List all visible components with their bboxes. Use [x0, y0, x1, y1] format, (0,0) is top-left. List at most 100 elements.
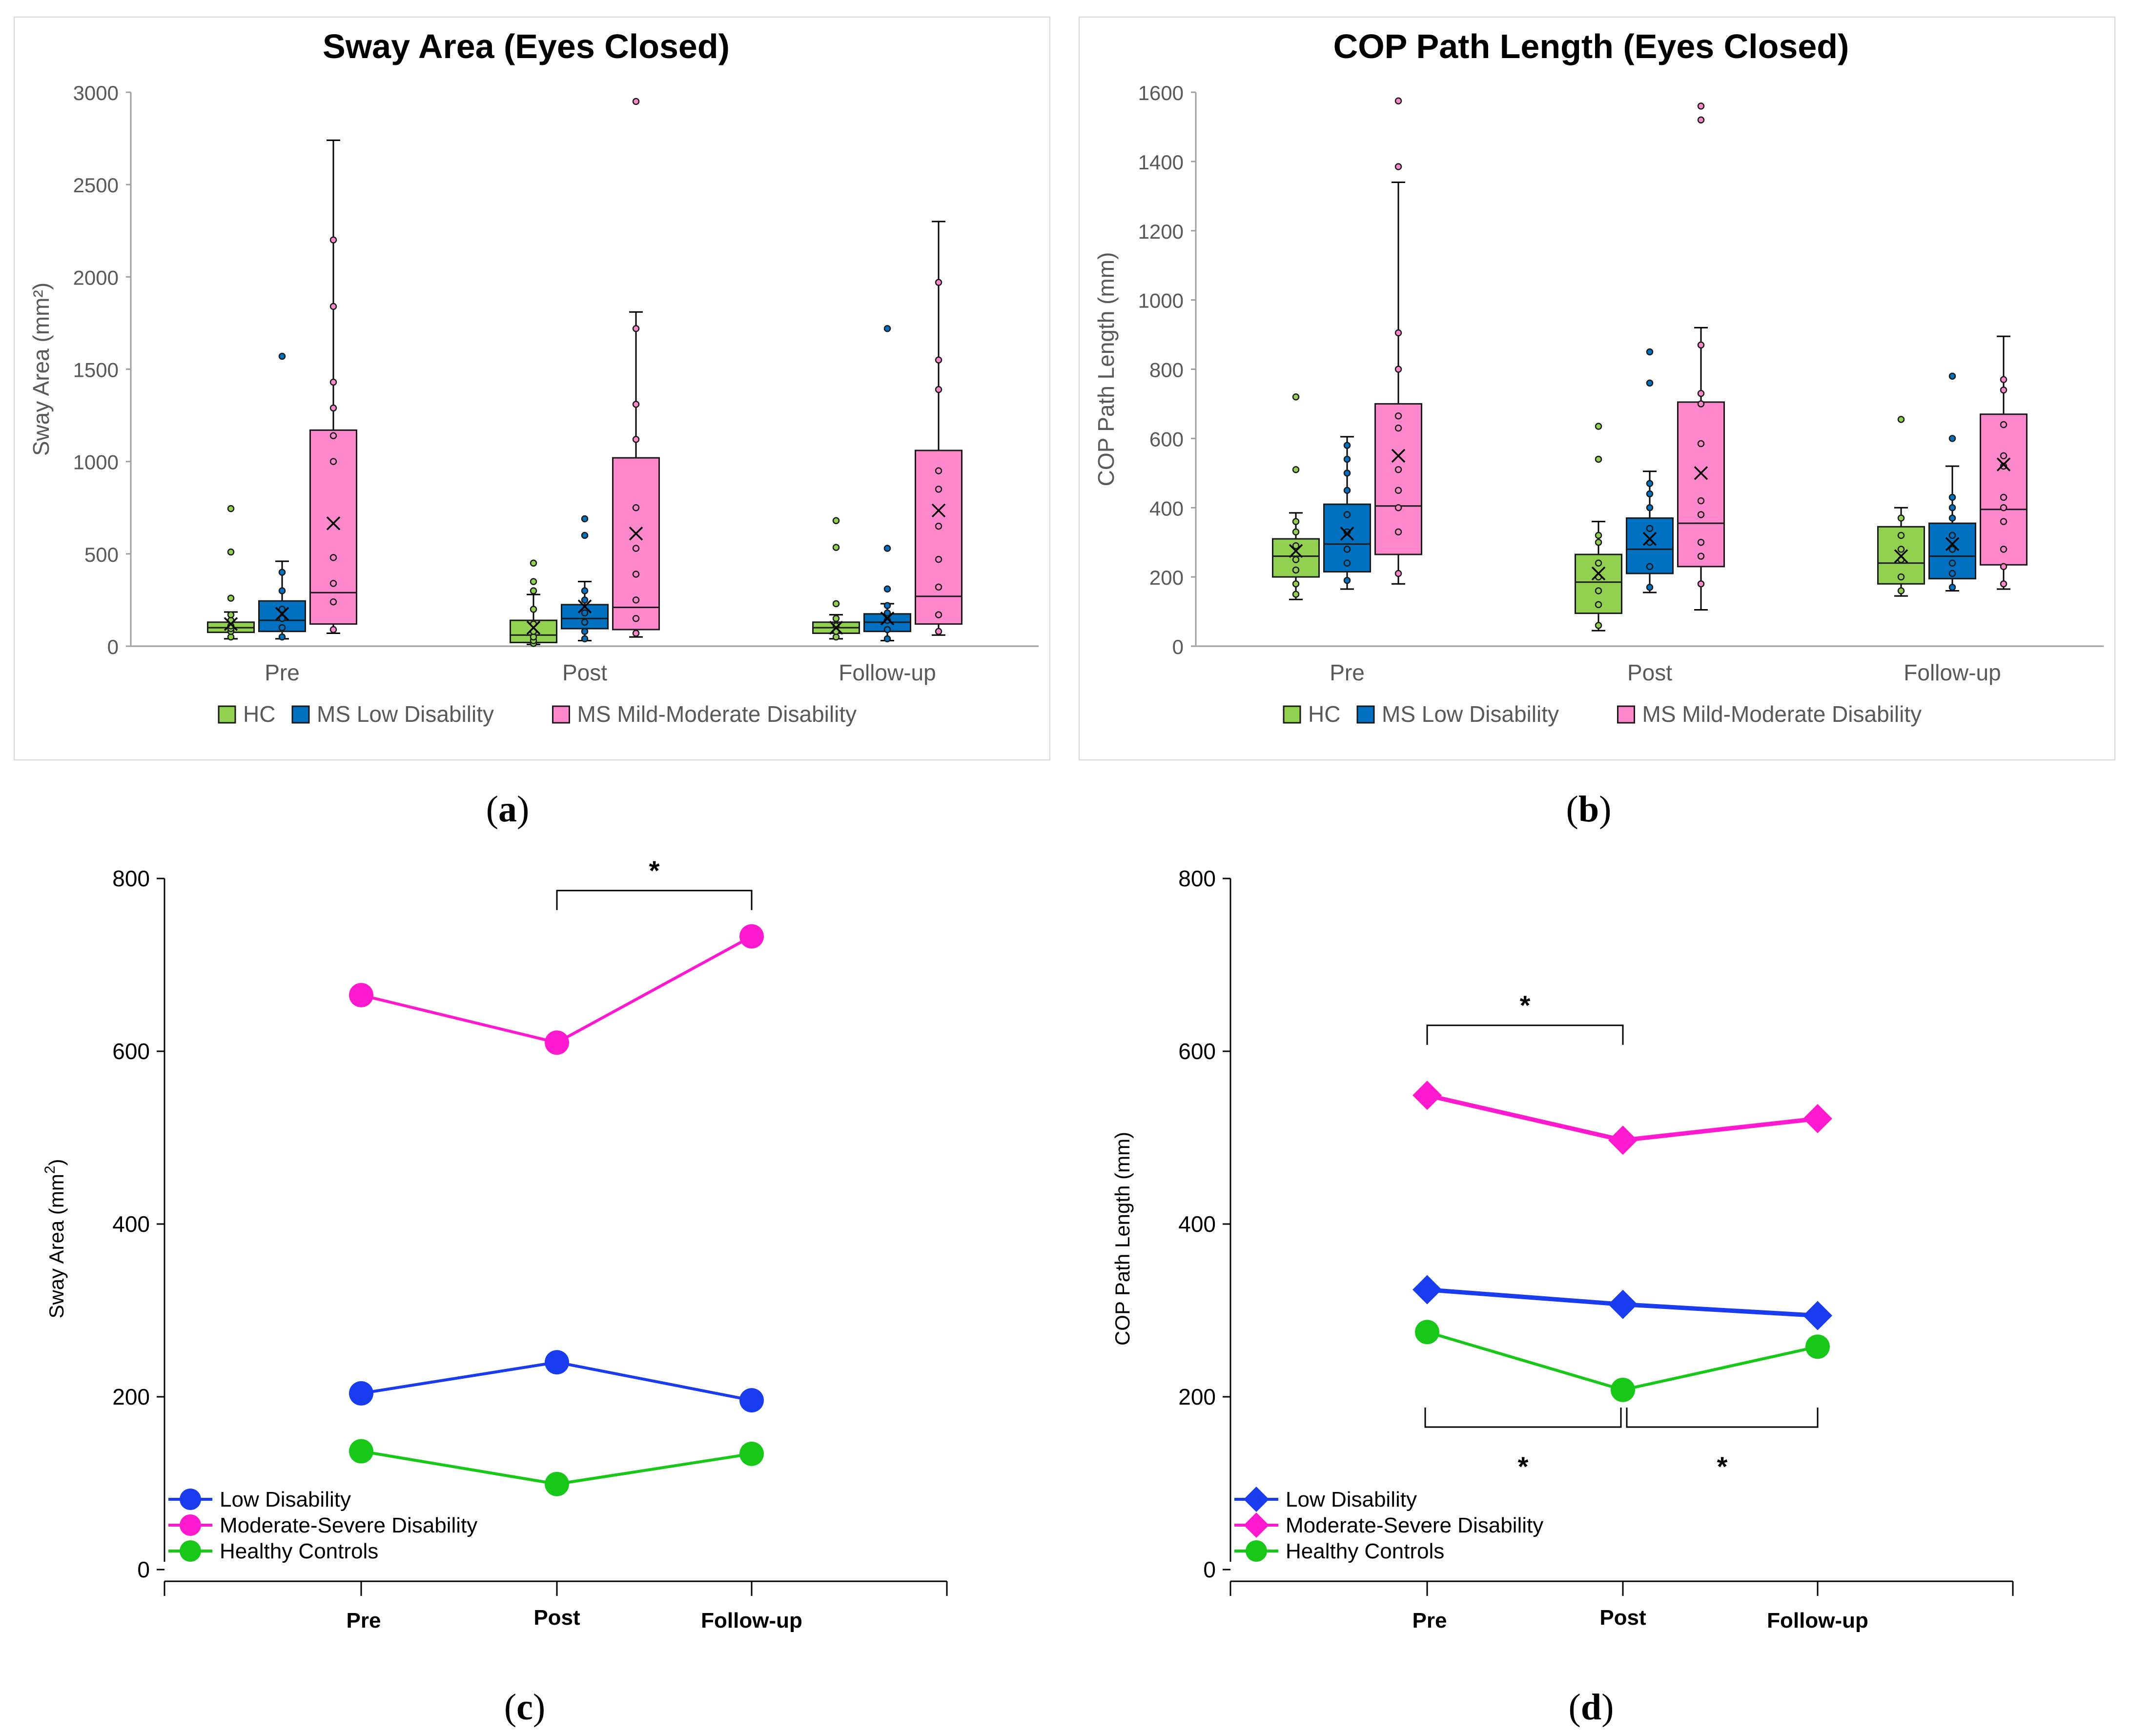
- mean-marker: [931, 503, 946, 518]
- chart-d-svg: 0 200 400 600 800 COP Path Length (mm) Pre Post…: [1111, 866, 2014, 1633]
- data-marker: [349, 982, 373, 1007]
- data-point: [883, 602, 891, 610]
- data-point: [530, 587, 537, 594]
- data-marker: [1608, 1125, 1638, 1155]
- y-axis-label-close: ): [45, 1159, 68, 1165]
- data-point: [530, 606, 537, 613]
- significance-star: *: [649, 855, 660, 886]
- outlier-point: [227, 594, 235, 602]
- y-tick-label: 1600: [1138, 82, 1184, 104]
- data-point: [1343, 442, 1351, 449]
- outlier-point: [832, 517, 840, 524]
- mean-marker: [326, 516, 341, 531]
- data-point: [1646, 490, 1654, 498]
- mean-marker: [1996, 457, 2011, 471]
- legend-label: Healthy Controls: [220, 1539, 378, 1563]
- y-tick-label: 200: [1178, 1384, 1216, 1409]
- data-point: [883, 626, 891, 633]
- data-point: [632, 615, 640, 622]
- y-tick-label: 600: [1149, 428, 1184, 450]
- data-point: [1897, 546, 1905, 553]
- x-tick-label: Post: [1627, 660, 1672, 685]
- significance-star: *: [1520, 990, 1531, 1021]
- data-point: [1394, 466, 1402, 473]
- y-axis-label: Sway Area (mm2): [42, 1159, 68, 1318]
- data-point: [2000, 504, 2007, 511]
- legend-label: MS Low Disability: [1382, 701, 1559, 727]
- data-point: [1897, 531, 1905, 539]
- legend-swatch: [552, 705, 570, 724]
- significance-bracket: [1426, 1024, 1624, 1045]
- y-tick-label: 1200: [1138, 220, 1184, 243]
- data-point: [581, 596, 589, 604]
- y-tick-label: 500: [84, 543, 119, 566]
- data-marker: [739, 1388, 764, 1413]
- outlier-point: [530, 578, 537, 585]
- data-point: [1343, 546, 1351, 553]
- data-point: [1292, 566, 1300, 574]
- data-point: [935, 611, 942, 618]
- legend-marker: [1244, 1512, 1269, 1538]
- caption-d-letter: d: [1580, 1687, 1602, 1728]
- significance-star: *: [1518, 1451, 1529, 1482]
- legend-swatch: [1356, 705, 1375, 724]
- significance-bracket: [1424, 1407, 1622, 1428]
- data-point: [935, 522, 942, 530]
- x-tick-label: Follow-up: [1767, 1609, 1868, 1633]
- data-point: [935, 467, 942, 474]
- data-marker: [1608, 1289, 1638, 1319]
- legend-label: Moderate-Severe Disability: [1286, 1513, 1543, 1537]
- y-axis-label-sup: 2: [42, 1165, 58, 1174]
- data-point: [278, 624, 286, 632]
- data-point: [1897, 587, 1905, 594]
- outlier-point: [883, 585, 891, 592]
- x-tick-label: Pre: [1330, 660, 1365, 685]
- data-point: [935, 628, 942, 635]
- data-point: [329, 598, 337, 606]
- series-line: [361, 935, 753, 1044]
- mean-marker: [577, 599, 592, 613]
- data-point: [1595, 531, 1602, 539]
- data-point: [1948, 531, 1956, 539]
- mean-marker: [224, 617, 238, 631]
- data-point: [1292, 591, 1300, 598]
- outlier-point: [227, 548, 235, 556]
- data-point: [581, 609, 589, 617]
- outlier-point: [1697, 102, 1705, 110]
- data-point: [935, 555, 942, 563]
- significance-star: *: [1717, 1451, 1728, 1482]
- outlier-point: [1948, 435, 1956, 442]
- data-point: [1595, 538, 1602, 546]
- data-point: [632, 596, 640, 604]
- data-point: [1595, 622, 1602, 629]
- y-axis-label-text: Sway Area (mm: [45, 1174, 68, 1318]
- outlier-point: [883, 545, 891, 552]
- data-point: [2000, 376, 2007, 384]
- y-axis-label-text: COP Path Length (mm): [1111, 1132, 1134, 1346]
- data-marker: [545, 1350, 569, 1375]
- outlier-point: [1595, 423, 1602, 430]
- legend-label: Low Disability: [220, 1488, 351, 1511]
- data-point: [1394, 528, 1402, 536]
- data-point: [632, 504, 640, 511]
- data-point: [1697, 400, 1705, 408]
- data-marker: [1611, 1377, 1635, 1402]
- panel-a: Sway Area (Eyes Closed) Sway Area (mm²) 0 5…: [14, 17, 1050, 760]
- data-point: [935, 386, 942, 393]
- data-point: [1897, 573, 1905, 581]
- data-point: [1394, 570, 1402, 577]
- legend-label: Moderate-Severe Disability: [220, 1513, 477, 1537]
- data-point: [632, 630, 640, 637]
- outlier-point: [1897, 416, 1905, 423]
- y-tick-label: 800: [112, 866, 150, 891]
- data-point: [632, 545, 640, 552]
- legend-marker: [1246, 1540, 1267, 1562]
- legend-label: HC: [1308, 701, 1340, 727]
- data-point: [1394, 366, 1402, 373]
- mean-marker: [1340, 527, 1354, 541]
- y-tick-label: 200: [1149, 566, 1184, 589]
- data-point: [278, 606, 286, 613]
- box-iqr: [1980, 413, 2028, 566]
- data-point: [1595, 601, 1602, 609]
- legend-marker: [180, 1489, 201, 1510]
